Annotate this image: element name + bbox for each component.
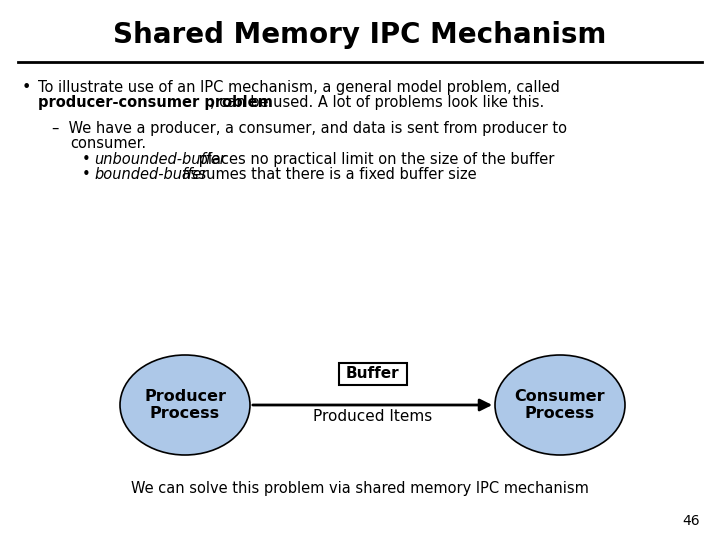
Text: , can be used. A lot of problems look like this.: , can be used. A lot of problems look li… [210, 95, 544, 110]
Text: Shared Memory IPC Mechanism: Shared Memory IPC Mechanism [113, 21, 607, 49]
Text: bounded-buffer: bounded-buffer [94, 167, 207, 182]
Text: Buffer: Buffer [346, 367, 400, 381]
Text: consumer.: consumer. [70, 136, 146, 151]
Text: •: • [82, 152, 91, 167]
Text: Producer
Process: Producer Process [144, 389, 226, 421]
Text: We can solve this problem via shared memory IPC mechanism: We can solve this problem via shared mem… [131, 481, 589, 496]
Text: assumes that there is a fixed buffer size: assumes that there is a fixed buffer siz… [177, 167, 477, 182]
Text: places no practical limit on the size of the buffer: places no practical limit on the size of… [194, 152, 554, 167]
Text: To illustrate use of an IPC mechanism, a general model problem, called: To illustrate use of an IPC mechanism, a… [38, 80, 560, 95]
Text: producer-consumer problem: producer-consumer problem [38, 95, 273, 110]
FancyBboxPatch shape [338, 363, 407, 385]
Text: –  We have a producer, a consumer, and data is sent from producer to: – We have a producer, a consumer, and da… [52, 121, 567, 136]
Ellipse shape [495, 355, 625, 455]
Text: unbounded-buffer: unbounded-buffer [94, 152, 226, 167]
Text: •: • [22, 80, 32, 95]
Text: Produced Items: Produced Items [313, 409, 432, 424]
Ellipse shape [120, 355, 250, 455]
Text: Consumer
Process: Consumer Process [515, 389, 606, 421]
Text: •: • [82, 167, 91, 182]
Text: 46: 46 [683, 514, 700, 528]
FancyArrowPatch shape [253, 400, 489, 410]
